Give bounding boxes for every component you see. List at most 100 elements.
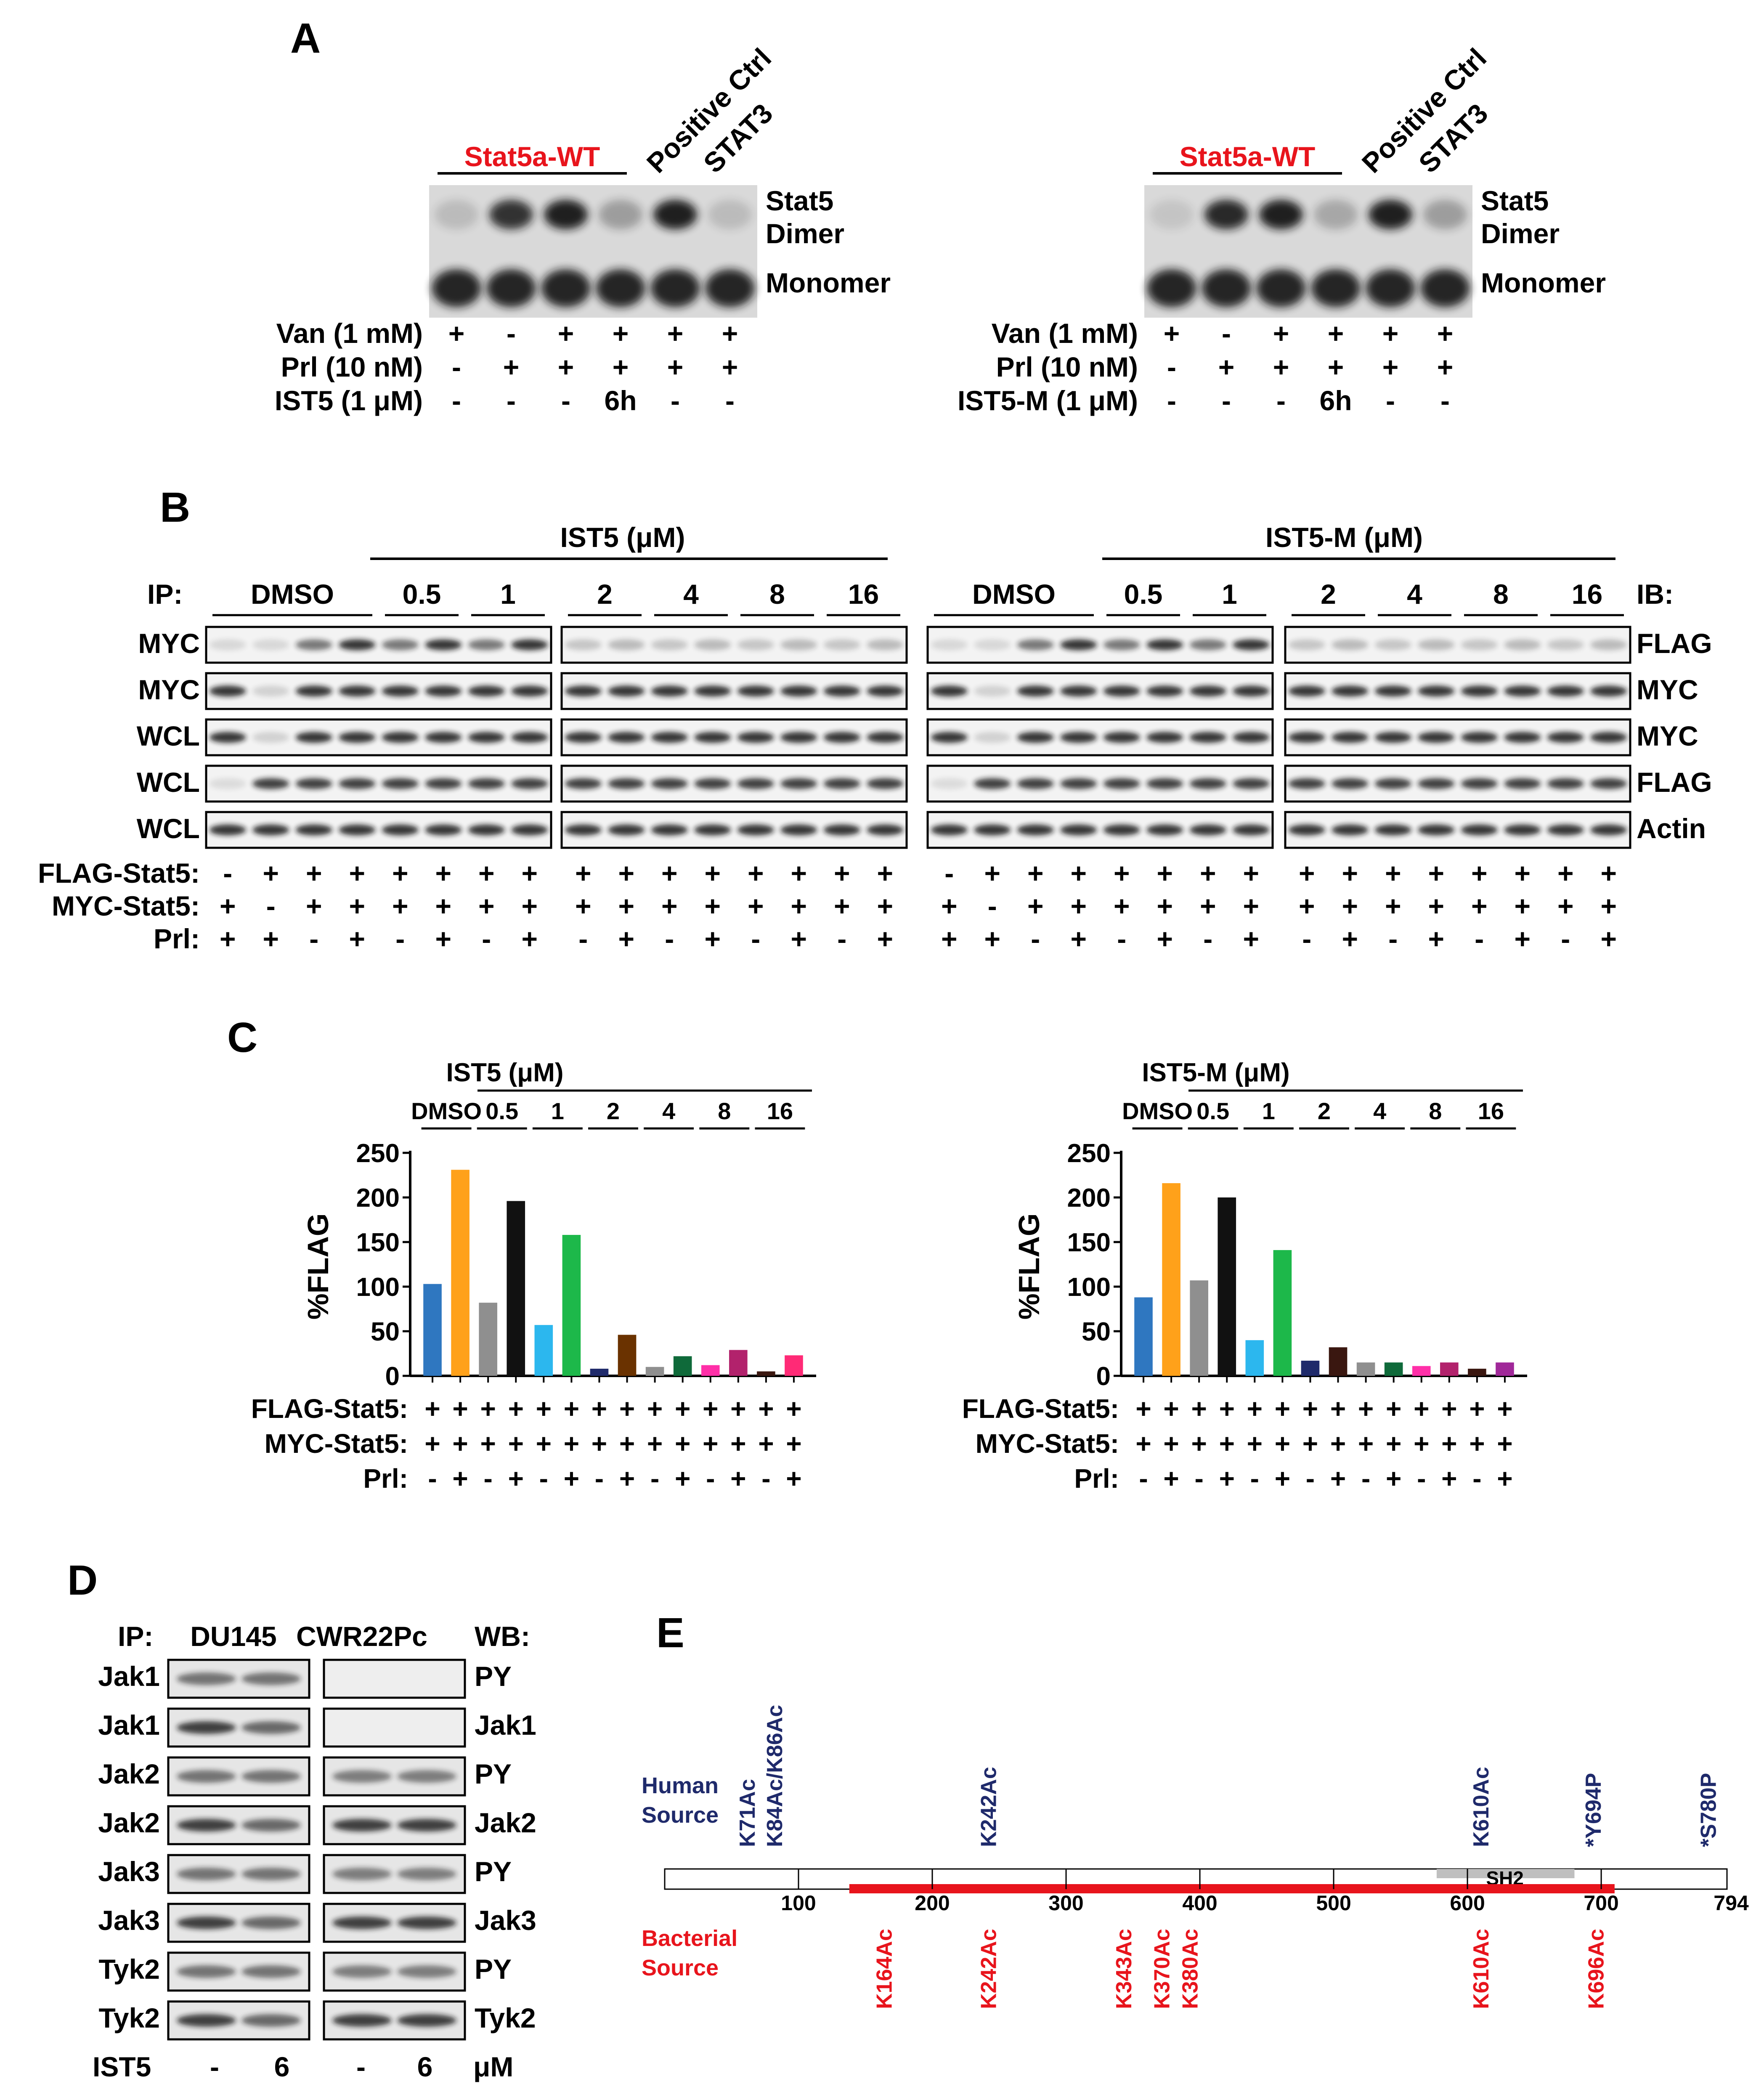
- blot-band: [565, 685, 602, 697]
- treatment-value: +: [1600, 890, 1617, 921]
- treatment-value: +: [424, 1428, 440, 1459]
- blot-band: [1547, 824, 1584, 836]
- treatment-value: +: [1302, 1428, 1318, 1459]
- treatment-value: +: [521, 923, 538, 954]
- treatment-value: +: [730, 1463, 746, 1494]
- blot-band: [241, 1721, 301, 1734]
- residue-tick-label: 100: [781, 1891, 816, 1915]
- blot-band: [339, 732, 376, 743]
- treatment-value: +: [703, 1394, 718, 1424]
- d-ip-label: IP:: [118, 1621, 153, 1652]
- blot-band: [1504, 685, 1541, 697]
- blot-band: [1189, 685, 1226, 697]
- treatment-row-label: MYC-Stat5:: [52, 890, 200, 921]
- blot-band: [974, 732, 1011, 743]
- dimer-band: [599, 200, 642, 229]
- blot-band: [1233, 685, 1270, 697]
- blot-band: [780, 824, 817, 836]
- blot-band: [1189, 824, 1226, 836]
- dimer-band: [435, 200, 478, 229]
- blot-band: [511, 824, 548, 836]
- treatment-value: +: [748, 857, 764, 889]
- blot-band: [1504, 778, 1541, 789]
- blot-band: [252, 639, 289, 650]
- y-tick-label: 250: [1067, 1139, 1111, 1168]
- blot-band: [511, 685, 548, 697]
- blot-band: [252, 778, 289, 789]
- treatment-value: +: [435, 857, 451, 889]
- blot-band: [177, 1770, 236, 1783]
- blot-band: [209, 778, 246, 789]
- treatment-value: -: [1386, 385, 1395, 416]
- blot-band: [1461, 732, 1498, 743]
- ib-label: IB:: [1637, 579, 1674, 610]
- blot-band: [1146, 778, 1183, 789]
- dose-label: 4: [1373, 1098, 1386, 1124]
- blot-band: [1060, 778, 1097, 789]
- treatment-value: +: [349, 890, 365, 921]
- row-label-right: FLAG: [1637, 767, 1712, 798]
- row-label-right: PY: [475, 1954, 512, 1985]
- treatment-value: +: [1385, 890, 1401, 921]
- treatment-value: +: [452, 1463, 468, 1494]
- treatment-value: +: [1557, 857, 1574, 889]
- monomer-band: [486, 269, 536, 307]
- blot-band: [1146, 824, 1183, 836]
- bacterial-site-label: K380Ac: [1178, 1929, 1202, 2009]
- blot-band: [468, 778, 505, 789]
- treatment-value: -: [1472, 1463, 1481, 1494]
- bar-chart-ist5: 0 50 100 150 200 250 %FLAG IST5 (μM) DMSO 0.5 1 2 4 8…: [251, 1058, 816, 1494]
- blot-band: [608, 685, 645, 697]
- treatment-value: 6h: [604, 385, 637, 416]
- residue-end-label: 794: [1714, 1891, 1749, 1915]
- treatment-value: +: [1114, 857, 1130, 889]
- treatment-value: +: [508, 1463, 524, 1494]
- blot-band: [1374, 732, 1411, 743]
- blot-band: [241, 1868, 301, 1880]
- blot-band: [332, 1819, 392, 1832]
- treatment-value: +: [613, 318, 629, 349]
- blot-band: [1547, 778, 1584, 789]
- treatment-value: +: [704, 857, 721, 889]
- treatment-value: -: [507, 385, 516, 416]
- treatment-value: +: [703, 1428, 718, 1459]
- treatment-value: +: [1428, 923, 1444, 954]
- blot-band: [651, 778, 688, 789]
- treatment-value: -: [428, 1463, 437, 1494]
- treatment-value: +: [1157, 923, 1173, 954]
- dose-label: 1: [551, 1098, 564, 1124]
- dose-label: 2: [607, 1098, 620, 1124]
- treatment-value: +: [1243, 890, 1259, 921]
- treatment-value: +: [452, 1394, 468, 1424]
- row-label-left: Tyk2: [98, 2002, 160, 2033]
- treatment-value: +: [1386, 1463, 1401, 1494]
- d-wb-label: WB:: [475, 1621, 530, 1652]
- treatment-value: +: [675, 1428, 690, 1459]
- treatment-value: -: [309, 923, 318, 954]
- row-label-left: Jak2: [98, 1807, 160, 1838]
- treatment-value: 6h: [1319, 385, 1352, 416]
- dose-label: 2: [1318, 1098, 1331, 1124]
- treatment-value: +: [536, 1428, 552, 1459]
- bar-dmso-: [1162, 1183, 1180, 1376]
- blot-band: [425, 732, 462, 743]
- dose-label: 8: [718, 1098, 731, 1124]
- row-label-left: Jak1: [98, 1709, 160, 1741]
- dose-label: 0.5: [1124, 579, 1163, 610]
- blot-band: [931, 639, 968, 650]
- treatment-value: +: [667, 318, 684, 349]
- bar-8-: [1412, 1366, 1431, 1376]
- dose-label: 2: [1321, 579, 1336, 610]
- treatment-value: +: [758, 1428, 774, 1459]
- residue-tick-label: 700: [1584, 1891, 1618, 1915]
- treatment-value: +: [1299, 890, 1315, 921]
- d-unit: μM: [473, 2051, 513, 2082]
- dimer-band: [1150, 200, 1194, 229]
- bar-2-: [590, 1369, 609, 1376]
- treatment-value: +: [1469, 1428, 1485, 1459]
- chart-title: IST5-M (μM): [1142, 1058, 1289, 1087]
- blot-band: [241, 1770, 301, 1783]
- blot-band: [931, 778, 968, 789]
- human-site-label: *S780P: [1696, 1773, 1721, 1847]
